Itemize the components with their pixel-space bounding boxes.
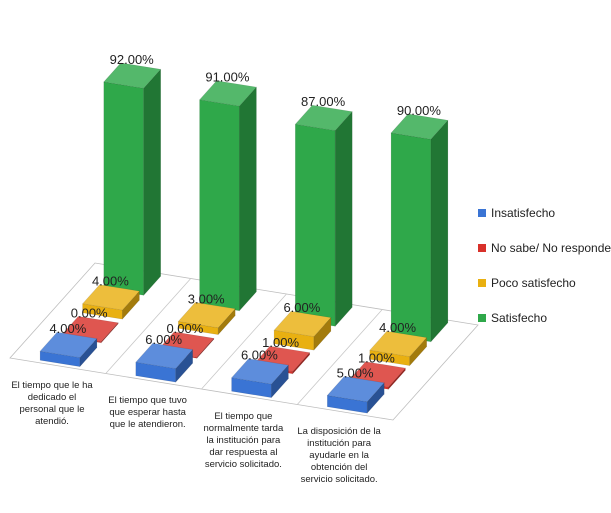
category-label-line: El tiempo que: [214, 410, 273, 422]
bar-poco-satisfecho-2: [177, 302, 236, 336]
value-label: 0.00%: [166, 321, 203, 336]
bar-top-face: [326, 376, 385, 403]
value-label: 6.00%: [241, 348, 278, 363]
chart-bars: [39, 62, 449, 414]
value-label: 91.00%: [205, 70, 250, 85]
bar-side-face: [143, 68, 161, 297]
legend-label: Poco satisfecho: [491, 275, 576, 290]
legend-swatch: [478, 278, 486, 287]
bar-top-face: [199, 80, 257, 107]
category-label-line: que esperar hasta: [109, 407, 186, 419]
legend-label: Insatisfecho: [491, 205, 556, 220]
category-label-line: servicio solicitado.: [300, 474, 378, 486]
legend-label: No sabe/ No responde: [491, 240, 611, 255]
bar-insatisfecho-4: [326, 376, 385, 414]
value-label: 4.00%: [49, 321, 86, 336]
category-label-line: dar respuesta al: [209, 446, 278, 458]
bar-top-face: [390, 113, 449, 140]
value-label: 1.00%: [358, 351, 395, 366]
value-label: 1.00%: [262, 335, 299, 350]
legend: Insatisfecho No sabe/ No responde Poco s…: [478, 204, 611, 344]
floor-divider: [296, 309, 383, 405]
bar-insatisfecho-3: [231, 358, 289, 399]
legend-swatch: [478, 313, 486, 322]
value-label: 87.00%: [301, 94, 346, 109]
legend-item-poco-satisfecho: Poco satisfecho: [478, 274, 611, 291]
legend-item-insatisfecho: Insatisfecho: [478, 204, 611, 221]
category-label-line: la institución para: [206, 434, 281, 446]
bar-top-face: [82, 284, 140, 311]
bar-front-face: [390, 132, 432, 343]
bar-top-face: [231, 358, 289, 385]
bar-top-face: [103, 62, 162, 89]
legend-label: Satisfecho: [491, 310, 548, 325]
category-label-line: atendió.: [35, 415, 69, 427]
bar-top-face: [369, 330, 428, 357]
bar-front-face: [103, 81, 144, 296]
category-label-line: que le atendieron.: [109, 419, 186, 431]
value-label: 0.00%: [71, 305, 108, 320]
bar-top-face: [294, 104, 353, 131]
floor-divider: [105, 278, 192, 374]
category-label: El tiempo que le ha dedicado el personal q…: [2, 380, 102, 428]
category-label-line: obtención del: [310, 462, 368, 474]
value-label: 90.00%: [397, 103, 442, 118]
category-label-line: institución para: [307, 438, 372, 450]
category-label-line: El tiempo que tuvo: [108, 395, 187, 407]
value-label: 4.00%: [92, 274, 129, 289]
bar-satisfecho-1: [103, 62, 162, 297]
bar-side-face: [334, 110, 353, 328]
value-label: 6.00%: [145, 332, 182, 347]
bar-side-face: [239, 86, 257, 312]
bar-poco-satisfecho-4: [369, 330, 428, 367]
value-label: 92.00%: [110, 52, 155, 67]
bar-poco-satisfecho-1: [82, 284, 140, 320]
category-label: La disposición de la institución para ayud…: [289, 426, 389, 486]
category-label-line: normalmente tarda: [203, 422, 284, 434]
bar-top-face: [39, 331, 98, 358]
bar-poco-satisfecho-3: [273, 310, 332, 351]
category-label-line: personal que le: [19, 403, 85, 415]
legend-item-no-sabe: No sabe/ No responde: [478, 239, 611, 256]
bar-insatisfecho-2: [135, 342, 194, 383]
bar-satisfecho-4: [390, 113, 449, 343]
category-label-line: El tiempo que le ha: [11, 379, 93, 391]
category-label-line: ayudarle en la: [309, 450, 369, 462]
bar-front-face: [199, 99, 240, 312]
legend-swatch: [478, 208, 486, 217]
category-label: El tiempo que normalmente tarda la institu…: [193, 411, 293, 471]
bar-side-face: [430, 119, 449, 343]
bar-top-face: [273, 310, 332, 337]
category-label-line: servicio solicitado.: [204, 458, 282, 470]
bar-top-face: [177, 302, 236, 329]
value-label: 6.00%: [283, 300, 320, 315]
category-label-line: La disposición de la: [297, 426, 381, 438]
value-label: 3.00%: [188, 291, 225, 306]
floor-divider: [201, 293, 287, 390]
value-label: 4.00%: [379, 320, 416, 335]
legend-swatch: [478, 243, 486, 252]
category-label: El tiempo que tuvo que esperar hasta que l…: [98, 395, 198, 431]
bar-top-face: [135, 342, 194, 369]
bar-satisfecho-3: [294, 104, 353, 328]
bar-satisfecho-2: [199, 80, 257, 312]
legend-item-satisfecho: Satisfecho: [478, 309, 611, 326]
bar-front-face: [294, 123, 336, 327]
value-labels: 92.00% 91.00% 87.00% 90.00% 4.00% 3.00% 6.00% 4…: [49, 52, 442, 380]
category-label-line: dedicado el: [27, 391, 77, 403]
bar-insatisfecho-1: [39, 331, 98, 368]
value-label: 5.00%: [337, 365, 374, 380]
